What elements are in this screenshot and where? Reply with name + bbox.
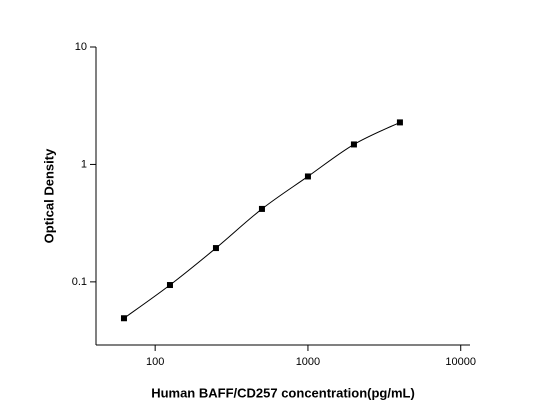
y-tick-label: 10 bbox=[75, 41, 87, 53]
y-tick-label: 1 bbox=[81, 158, 87, 170]
x-tick-label: 1000 bbox=[296, 356, 320, 368]
point bbox=[258, 205, 265, 212]
point bbox=[166, 282, 173, 289]
x-tick-label: 100 bbox=[146, 356, 164, 368]
point bbox=[304, 173, 311, 180]
fit-curve bbox=[123, 121, 401, 319]
point bbox=[396, 119, 403, 126]
y-tick-label: 0.1 bbox=[72, 276, 87, 288]
x-tick-label: 10000 bbox=[445, 356, 476, 368]
x-axis-label: Human BAFF/CD257 concentration(pg/mL) bbox=[151, 385, 415, 400]
point bbox=[212, 245, 219, 252]
y-axis-label: Optical Density bbox=[41, 148, 56, 243]
point bbox=[350, 141, 357, 148]
point bbox=[120, 315, 127, 322]
